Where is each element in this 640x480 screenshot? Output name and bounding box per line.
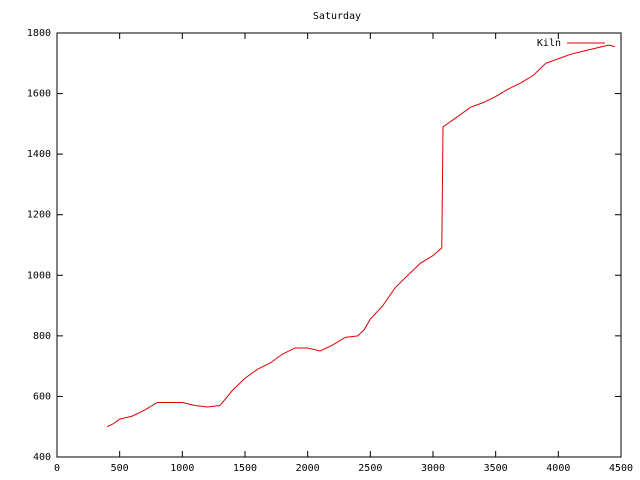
y-tick-label: 600 xyxy=(33,391,51,402)
x-tick-label: 4000 xyxy=(546,463,570,474)
y-tick-label: 400 xyxy=(33,452,51,463)
y-tick-label: 1800 xyxy=(27,28,51,39)
y-tick-label: 1600 xyxy=(27,89,51,100)
x-tick-label: 4500 xyxy=(609,463,633,474)
plot-border xyxy=(56,32,622,458)
data-line xyxy=(106,44,615,428)
legend-label: Kiln xyxy=(537,38,561,49)
x-tick-label: 3000 xyxy=(421,463,445,474)
x-tick-label: 1500 xyxy=(233,463,257,474)
x-tick-label: 2500 xyxy=(358,463,382,474)
y-tick-label: 1200 xyxy=(27,210,51,221)
x-tick-label: 0 xyxy=(54,463,60,474)
x-tick-label: 1000 xyxy=(170,463,194,474)
x-tick-label: 500 xyxy=(111,463,129,474)
x-tick-label: 3500 xyxy=(484,463,508,474)
x-tick-label: 2000 xyxy=(296,463,320,474)
chart-title: Saturday xyxy=(313,11,361,22)
y-tick-label: 800 xyxy=(33,331,51,342)
y-tick-label: 1000 xyxy=(27,270,51,281)
y-tick-label: 1400 xyxy=(27,149,51,160)
